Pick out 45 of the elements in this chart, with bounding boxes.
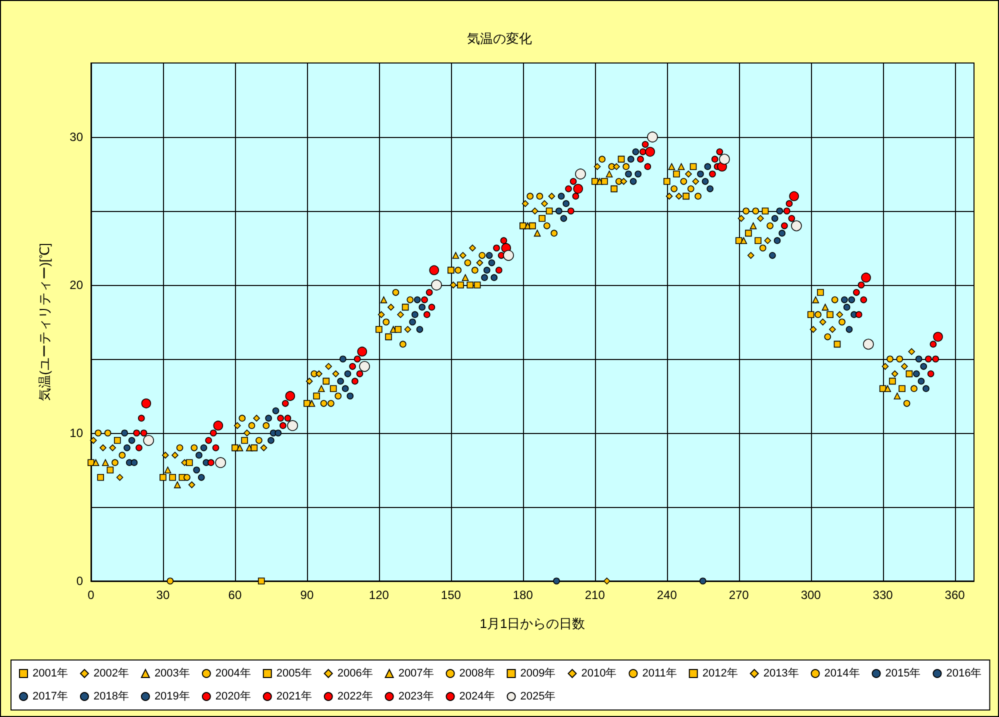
legend-label: 2022年 [337, 690, 373, 702]
x-tick-label: 300 [800, 588, 822, 602]
legend-label: 2004年 [215, 668, 251, 680]
legend-label: 2001年 [32, 668, 68, 680]
legend-label: 2009年 [520, 668, 556, 680]
x-tick-label: 30 [156, 588, 170, 602]
legend-label: 2014年 [824, 668, 860, 680]
x-tick-label: 210 [584, 588, 606, 602]
x-tick-label: 240 [656, 588, 678, 602]
legend-label: 2013年 [763, 668, 799, 680]
legend-label: 2016年 [946, 668, 982, 680]
legend-label: 2024年 [459, 690, 495, 702]
legend-label: 2019年 [154, 690, 190, 702]
x-tick-label: 150 [440, 588, 462, 602]
legend-label: 2020年 [215, 690, 251, 702]
legend-label: 2005年 [276, 668, 312, 680]
legend-label: 2021年 [276, 690, 312, 702]
x-tick-label: 120 [368, 588, 390, 602]
chart-title: 気温の変化 [467, 31, 532, 46]
legend-label: 2010年 [581, 668, 617, 680]
y-tick-label: 30 [70, 130, 84, 144]
y-axis-title: 気温(ユーティリティー)[℃] [37, 243, 52, 401]
x-tick-label: 60 [228, 588, 242, 602]
legend-label: 2012年 [702, 668, 738, 680]
y-tick-label: 10 [70, 426, 84, 440]
legend-label: 2003年 [154, 668, 190, 680]
legend-label: 2002年 [93, 668, 129, 680]
legend-label: 2007年 [398, 668, 434, 680]
legend-label: 2017年 [32, 690, 68, 702]
y-tick-label: 20 [70, 278, 84, 292]
legend-label: 2011年 [642, 668, 677, 680]
x-tick-label: 330 [872, 588, 894, 602]
x-tick-label: 0 [88, 588, 95, 602]
legend-label: 2006年 [337, 668, 373, 680]
x-tick-label: 270 [728, 588, 750, 602]
legend-label: 2015年 [885, 668, 921, 680]
legend-label: 2025年 [520, 690, 556, 702]
legend-label: 2018年 [93, 690, 129, 702]
legend-label: 2008年 [459, 668, 495, 680]
legend-label: 2023年 [398, 690, 434, 702]
x-tick-label: 180 [512, 588, 534, 602]
y-tick-label: 0 [76, 574, 84, 588]
x-tick-label: 360 [944, 588, 966, 602]
x-axis-title: 1月1日からの日数 [480, 616, 586, 631]
x-tick-label: 90 [300, 588, 314, 602]
